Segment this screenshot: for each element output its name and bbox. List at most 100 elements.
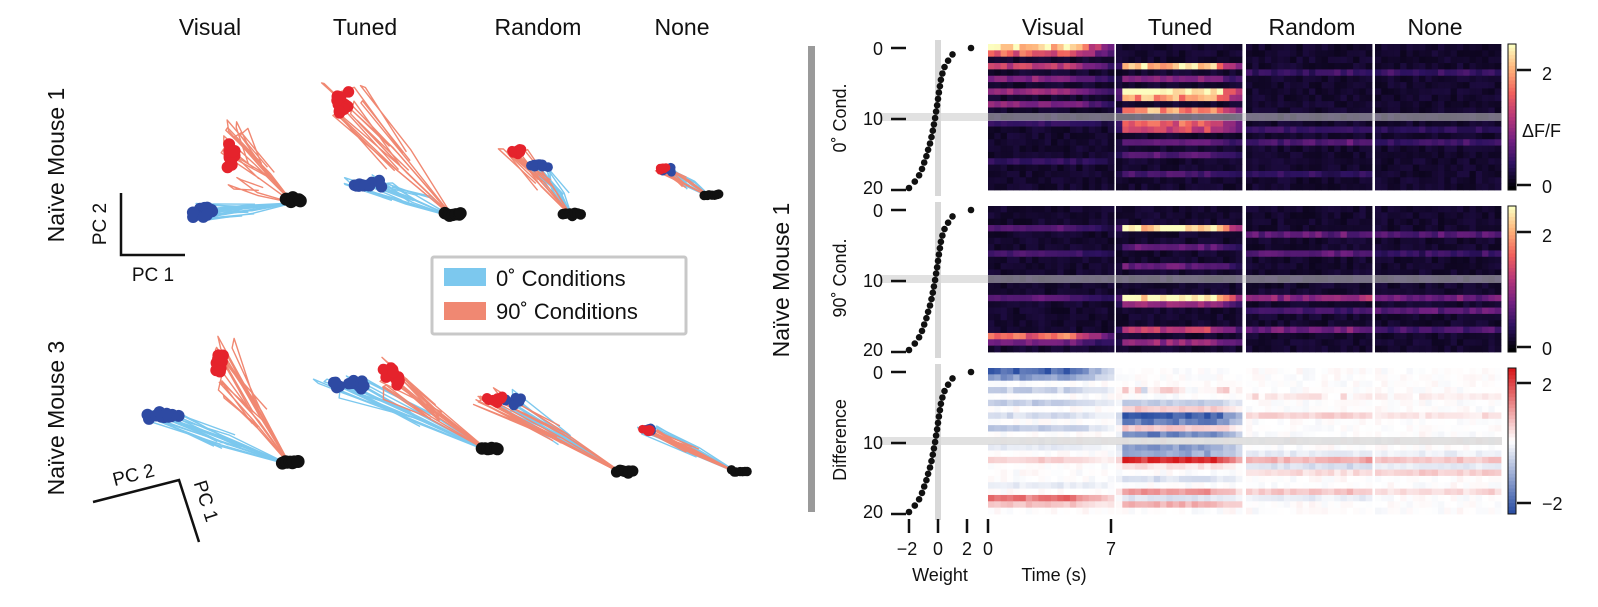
heatmap-cell xyxy=(1216,332,1224,340)
heatmap-cell xyxy=(1025,301,1033,308)
heatmap-cell xyxy=(1387,269,1395,277)
heatmap-cell xyxy=(1116,380,1123,388)
heatmap-cell xyxy=(1044,63,1052,70)
heatmap-cell xyxy=(1223,218,1230,226)
heatmap-cell xyxy=(1321,183,1329,191)
heatmap-cell xyxy=(1019,425,1027,432)
heatmap-cell xyxy=(1204,332,1211,340)
heatmap-cell xyxy=(1315,63,1322,70)
heatmap-cell xyxy=(1128,170,1136,178)
heatmap-cell xyxy=(1258,212,1266,220)
heatmap-cell xyxy=(1051,456,1058,464)
heatmap-cell xyxy=(1101,263,1109,270)
heatmap-cell xyxy=(1223,151,1230,159)
heatmap-cell xyxy=(1166,170,1174,178)
heatmap-cell xyxy=(1315,301,1322,308)
heatmap-cell xyxy=(1204,412,1211,420)
heatmap-cell xyxy=(988,158,995,166)
heatmap-cell xyxy=(1107,380,1115,388)
heatmap-cell xyxy=(1032,345,1039,353)
heatmap-cell xyxy=(1425,345,1433,353)
heatmap-cell xyxy=(1185,164,1192,172)
heatmap-cell xyxy=(1223,425,1230,432)
heatmap-cell xyxy=(1122,139,1129,146)
heatmap-cell xyxy=(1019,326,1027,334)
heatmap-cell xyxy=(1246,183,1253,191)
heatmap-cell xyxy=(1172,450,1180,458)
heatmap-cell xyxy=(1334,263,1341,270)
heatmap-cell xyxy=(1235,368,1243,375)
heatmap-cell xyxy=(994,288,1001,296)
heatmap-cell xyxy=(1271,44,1278,51)
heatmap-cell xyxy=(988,88,995,96)
heatmap-cell xyxy=(1393,101,1401,108)
heatmap-cell xyxy=(1057,418,1064,426)
heatmap-cell xyxy=(1088,425,1096,432)
heatmap-cell xyxy=(1172,444,1180,451)
heatmap-cell xyxy=(1013,469,1020,477)
heatmap-cell xyxy=(1082,501,1090,509)
heatmap-cell xyxy=(1258,244,1266,251)
heatmap-cell xyxy=(1258,183,1266,191)
heatmap-cell xyxy=(1283,237,1291,245)
heatmap-cell xyxy=(1223,44,1230,51)
heatmap-cell xyxy=(1246,126,1253,134)
heatmap-cell xyxy=(1229,393,1237,401)
heatmap-cell xyxy=(1197,263,1205,270)
heatmap-cell xyxy=(1475,288,1483,296)
heatmap-cell xyxy=(1032,101,1039,108)
heatmap-cell xyxy=(1216,132,1224,140)
heatmap-cell xyxy=(1334,256,1341,264)
heatmap-cell xyxy=(1128,444,1136,451)
heatmap-cell xyxy=(1019,177,1027,185)
heatmap-cell xyxy=(1296,218,1304,226)
heatmap-cell xyxy=(1321,244,1329,251)
heatmap-cell xyxy=(1076,380,1083,388)
heatmap-cell xyxy=(1235,482,1243,490)
heatmap-cell xyxy=(1025,507,1033,515)
heatmap-cell xyxy=(1095,50,1102,58)
heatmap-cell xyxy=(1006,339,1014,347)
heatmap-cell xyxy=(1000,387,1008,394)
heatmap-cell xyxy=(1327,50,1335,58)
heatmap-cell xyxy=(1210,425,1218,432)
heatmap-cell xyxy=(1095,139,1102,146)
heatmap-cell xyxy=(1321,282,1329,289)
heatmap-cell xyxy=(988,269,995,277)
heatmap-cell xyxy=(1032,250,1039,258)
heatmap-cell xyxy=(1488,139,1496,146)
heatmap-cell xyxy=(1019,399,1027,407)
heatmap-cell xyxy=(1172,101,1180,108)
heatmap-cell xyxy=(994,256,1001,264)
heatmap-cell xyxy=(1235,399,1243,407)
heatmap-cell xyxy=(1296,164,1304,172)
heatmap-cell xyxy=(1264,101,1272,108)
heatmap-cell xyxy=(1419,139,1426,146)
heatmap-cell xyxy=(1128,450,1136,458)
heatmap-cell xyxy=(1101,231,1109,239)
heatmap-cell xyxy=(1013,231,1020,239)
heatmap-cell xyxy=(1166,288,1174,296)
heatmap-cell xyxy=(1179,288,1186,296)
heatmap-cell xyxy=(1197,288,1205,296)
heatmap-cell xyxy=(994,444,1001,451)
heatmap-cell xyxy=(1444,145,1451,153)
heatmap-cell xyxy=(1258,44,1266,51)
heatmap-cell xyxy=(1088,139,1096,146)
heatmap-cell xyxy=(1223,374,1230,382)
heatmap-cell xyxy=(1277,237,1285,245)
heatmap-cell xyxy=(1141,307,1148,315)
heatmap-cell xyxy=(1327,332,1335,340)
heatmap-cell xyxy=(1147,368,1155,375)
heatmap-cell xyxy=(1076,120,1083,127)
heatmap-cell xyxy=(1095,387,1102,394)
heatmap-cell xyxy=(1204,418,1211,426)
heatmap-cell xyxy=(1406,206,1414,213)
heatmap-cell xyxy=(1309,151,1316,159)
heatmap-cell xyxy=(1134,332,1142,340)
heatmap-cell xyxy=(1334,82,1341,89)
heatmap-cell xyxy=(1223,393,1230,401)
heatmap-cell xyxy=(1290,94,1297,102)
heatmap-cell xyxy=(1025,237,1033,245)
heatmap-cell xyxy=(1346,332,1354,340)
